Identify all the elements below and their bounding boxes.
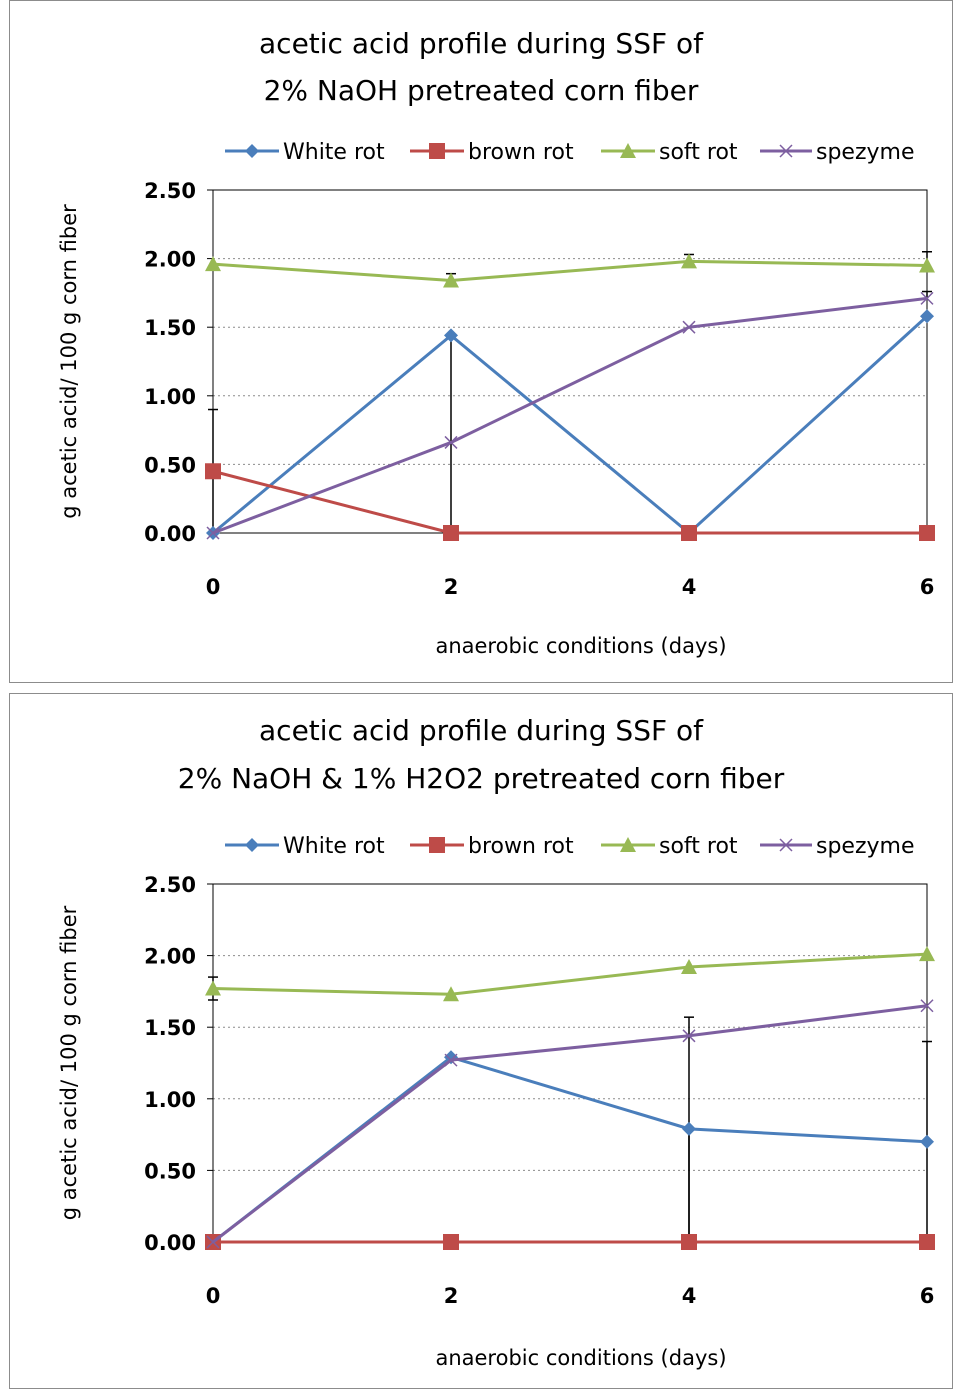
chart-1-y-tick-label-2: 0.50 — [144, 453, 196, 477]
chart-2-y-axis-title: g acetic acid/ 100 g corn fiber — [57, 905, 81, 1220]
chart-panel-2: acetic acid profile during SSF of 2% NaOH… — [9, 693, 953, 1389]
chart-2-legend-item-1: White rot — [225, 834, 385, 859]
chart-1-series-3-point-3 — [681, 253, 697, 269]
chart-1-series-2-point-4 — [919, 525, 935, 541]
chart-1-legend-item-1: White rot — [225, 140, 385, 165]
chart-2-title-line-1: acetic acid profile during SSF of — [259, 714, 704, 747]
chart-1-legend-item-2: brown rot — [410, 140, 574, 165]
chart-2-x-tick-label-2: 2 — [444, 1284, 459, 1308]
chart-1-y-tick-label-6: 2.50 — [144, 179, 196, 203]
chart-2-series-line-4 — [212, 1004, 928, 1244]
chart-1-series-2-point-3 — [681, 525, 697, 541]
chart-1-y-tick-label-1: 0.00 — [144, 522, 196, 546]
chart-2-series-4-point-3 — [682, 1029, 696, 1043]
chart-2-title-line-2: 2% NaOH & 1% H2O2 pretreated corn fiber — [178, 762, 785, 795]
chart-2-y-tick-label-1: 0.00 — [144, 1231, 196, 1255]
chart-2-legend-item-4: spezyme — [760, 834, 915, 859]
chart-2-y-tick-label-5: 2.00 — [144, 945, 196, 969]
chart-2-y-tick-label-6: 2.50 — [144, 873, 196, 897]
chart-2-legend-marker-2 — [429, 837, 445, 853]
chart-svg-2: acetic acid profile during SSF of 2% NaOH… — [57, 714, 935, 1370]
chart-2-series-2-point-4 — [919, 1234, 935, 1250]
chart-1-title-line-2: 2% NaOH pretreated corn fiber — [264, 74, 699, 107]
chart-2-series-line-3 — [212, 952, 928, 996]
chart-2-legend-label-4: spezyme — [816, 834, 915, 859]
chart-1-plot-area — [212, 189, 928, 534]
chart-2-legend-marker-1 — [245, 838, 259, 852]
chart-2-legend-marker-3 — [620, 837, 636, 852]
chart-1-series-line-4 — [212, 296, 928, 535]
chart-1-series-4-point-1 — [206, 526, 220, 540]
chart-2-legend-label-3: soft rot — [659, 834, 738, 859]
chart-2-series-2-point-2 — [443, 1234, 459, 1250]
chart-2-series-3-point-4 — [919, 946, 935, 962]
chart-1-series-4-point-2 — [444, 435, 458, 449]
chart-2-series-3-point-2 — [443, 986, 459, 1002]
chart-1-series-3-point-1 — [205, 256, 221, 272]
chart-1-series-line-1 — [212, 315, 929, 535]
chart-1-series-1-point-4 — [920, 309, 934, 324]
chart-1-legend-label-3: soft rot — [659, 140, 738, 165]
chart-1-x-tick-label-1: 0 — [206, 575, 221, 599]
chart-2-legend-label-1: White rot — [283, 834, 385, 859]
chart-1-series-2-point-1 — [205, 463, 221, 480]
chart-2-legend-item-3: soft rot — [601, 834, 738, 859]
chart-svg-1: acetic acid profile during SSF of 2% NaOH… — [57, 27, 935, 658]
chart-2-series-4-point-4 — [920, 999, 934, 1013]
chart-2-y-tick-label-2: 0.50 — [144, 1159, 196, 1183]
chart-1-series-2-point-2 — [443, 525, 459, 541]
chart-2-y-tick-label-3: 1.00 — [144, 1088, 196, 1112]
chart-2-series-4-point-1 — [206, 1235, 220, 1249]
chart-2-series-3-point-3 — [681, 959, 697, 975]
chart-1-series-1-point-2 — [444, 328, 458, 343]
chart-1-legend-label-2: brown rot — [468, 140, 574, 165]
chart-1-series-4-error-bar-4 — [922, 290, 932, 299]
chart-1-legend-label-4: spezyme — [816, 140, 915, 165]
chart-1-title-line-1: acetic acid profile during SSF of — [259, 27, 704, 60]
chart-2-x-tick-label-3: 4 — [682, 1284, 697, 1308]
chart-2-legend-marker-4 — [779, 838, 793, 852]
chart-2-x-tick-label-1: 0 — [206, 1284, 221, 1308]
chart-2-series-line-1 — [212, 1055, 928, 1244]
chart-1-legend-marker-1 — [245, 144, 259, 158]
chart-1-series-4-point-4 — [920, 291, 934, 305]
chart-2-series-1-point-4 — [920, 1134, 934, 1149]
chart-2-legend-item-2: brown rot — [410, 834, 574, 859]
chart-1-series-line-2 — [212, 469, 927, 535]
chart-1-series-3-point-4 — [919, 257, 935, 273]
chart-1-series-3-point-2 — [443, 272, 459, 288]
chart-1-series-4-point-3 — [682, 320, 696, 334]
chart-2-series-1-point-3 — [682, 1121, 696, 1136]
chart-2-legend-label-2: brown rot — [468, 834, 574, 859]
chart-1-y-tick-label-4: 1.50 — [144, 316, 196, 340]
chart-1-legend-label-1: White rot — [283, 140, 385, 165]
chart-panel-1: acetic acid profile during SSF of 2% NaOH… — [9, 0, 953, 683]
chart-2-x-axis-title: anaerobic conditions (days) — [435, 1346, 726, 1370]
chart-1-x-axis-title: anaerobic conditions (days) — [435, 634, 726, 658]
chart-1-x-tick-label-3: 4 — [682, 575, 697, 599]
chart-2-series-4-point-2 — [444, 1053, 458, 1067]
chart-1-x-tick-label-4: 6 — [920, 575, 935, 599]
chart-1-y-axis-title: g acetic acid/ 100 g corn fiber — [57, 204, 81, 519]
chart-1-series-line-3 — [212, 259, 928, 283]
chart-1-x-tick-label-2: 2 — [444, 575, 459, 599]
chart-1-legend-marker-3 — [620, 143, 636, 158]
chart-2-series-2-point-3 — [681, 1234, 697, 1250]
chart-2-series-3-point-1 — [205, 980, 221, 996]
chart-2-plot-area — [212, 883, 928, 1243]
chart-1-legend-item-3: soft rot — [601, 140, 738, 165]
chart-1-y-tick-label-3: 1.00 — [144, 385, 196, 409]
chart-2-y-tick-label-4: 1.50 — [144, 1016, 196, 1040]
chart-1-y-tick-label-5: 2.00 — [144, 248, 196, 272]
chart-2-x-tick-label-4: 6 — [920, 1284, 935, 1308]
chart-1-legend-marker-2 — [429, 143, 445, 159]
chart-1-legend-marker-4 — [779, 144, 793, 158]
chart-1-legend-item-4: spezyme — [760, 140, 915, 165]
